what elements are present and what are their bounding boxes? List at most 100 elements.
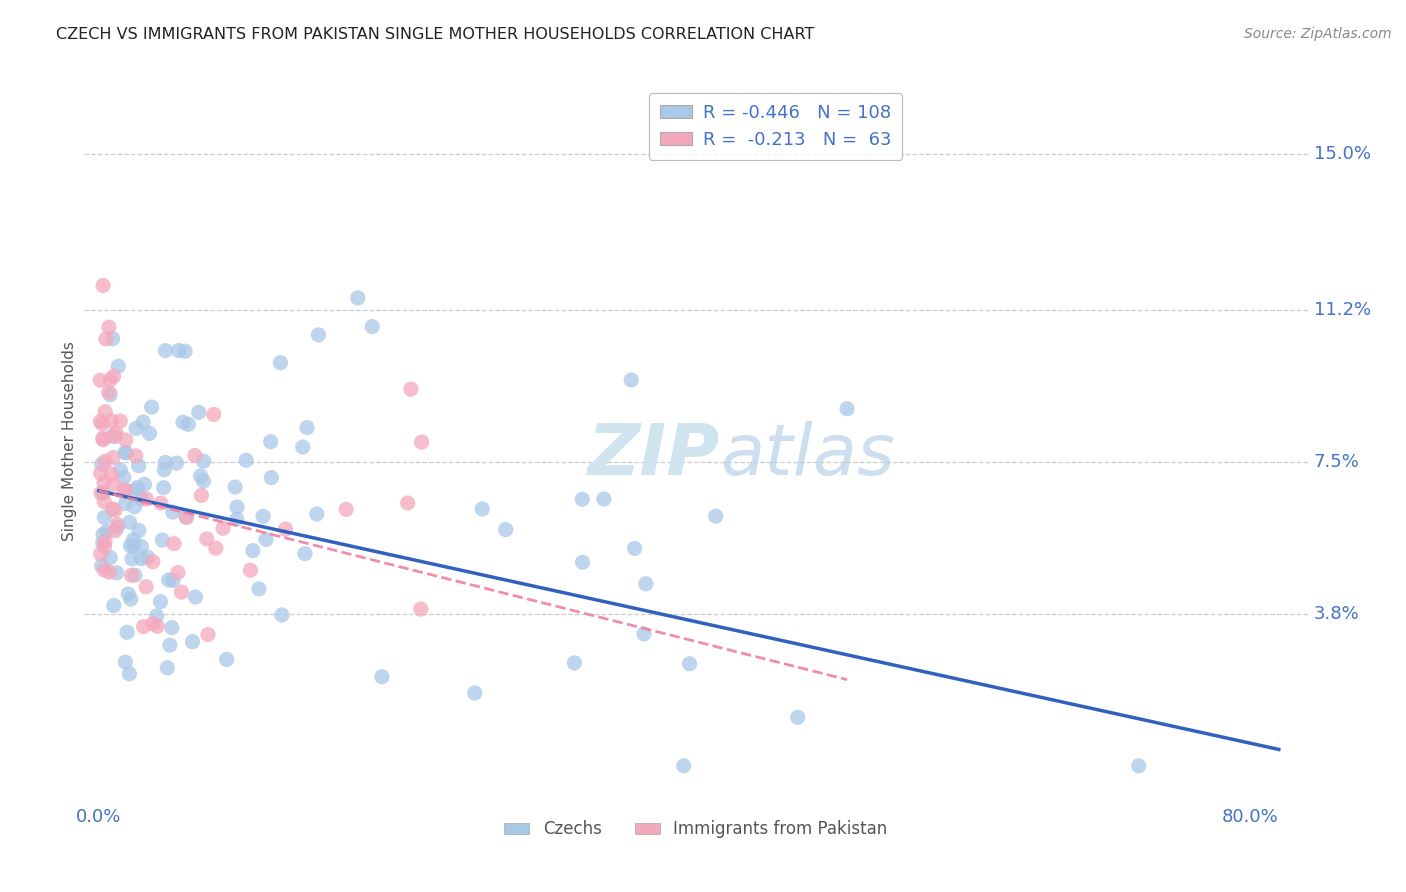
Point — [399, 382, 422, 396]
Point — [136, 550, 159, 565]
Point — [464, 686, 486, 700]
Point — [620, 373, 643, 387]
Point — [235, 453, 257, 467]
Point — [114, 445, 136, 459]
Point — [101, 332, 124, 346]
Point — [89, 414, 111, 428]
Point — [124, 568, 146, 582]
Point — [90, 458, 112, 472]
Point — [162, 505, 184, 519]
Point — [166, 456, 188, 470]
Point — [157, 573, 180, 587]
Point — [184, 590, 207, 604]
Point — [190, 469, 212, 483]
Point — [202, 408, 225, 422]
Point — [269, 356, 291, 370]
Point — [90, 467, 112, 481]
Point — [704, 509, 727, 524]
Point — [153, 463, 176, 477]
Point — [135, 580, 157, 594]
Point — [295, 420, 318, 434]
Point — [120, 592, 142, 607]
Point — [254, 533, 277, 547]
Text: 3.8%: 3.8% — [1313, 605, 1360, 623]
Point — [101, 450, 124, 465]
Point — [184, 449, 207, 463]
Point — [156, 661, 179, 675]
Point — [121, 552, 143, 566]
Point — [114, 483, 136, 498]
Point — [124, 500, 146, 514]
Point — [97, 320, 120, 334]
Point — [195, 532, 218, 546]
Point — [115, 446, 138, 460]
Point — [114, 497, 136, 511]
Point — [409, 602, 432, 616]
Point — [91, 431, 114, 445]
Text: 11.2%: 11.2% — [1313, 301, 1371, 319]
Point — [101, 429, 124, 443]
Point — [291, 440, 314, 454]
Point — [170, 585, 193, 599]
Point — [105, 566, 128, 580]
Point — [260, 434, 283, 449]
Point — [104, 503, 127, 517]
Point — [242, 543, 264, 558]
Point — [593, 491, 616, 506]
Point — [121, 568, 143, 582]
Point — [274, 522, 297, 536]
Point — [167, 343, 190, 358]
Point — [110, 414, 132, 428]
Point — [89, 373, 111, 387]
Point — [371, 670, 394, 684]
Point — [100, 467, 122, 481]
Point — [193, 474, 215, 488]
Point — [305, 507, 328, 521]
Point — [94, 534, 117, 549]
Point — [110, 463, 132, 477]
Point — [835, 401, 858, 416]
Point — [91, 486, 114, 500]
Point — [678, 657, 700, 671]
Point — [132, 619, 155, 633]
Point — [471, 502, 494, 516]
Point — [94, 454, 117, 468]
Point — [174, 509, 197, 524]
Point — [101, 477, 124, 491]
Point — [94, 405, 117, 419]
Point — [125, 421, 148, 435]
Point — [98, 373, 121, 387]
Text: 15.0%: 15.0% — [1313, 145, 1371, 163]
Point — [107, 359, 129, 374]
Point — [260, 470, 283, 484]
Point — [181, 634, 204, 648]
Point — [91, 417, 114, 431]
Point — [98, 387, 121, 401]
Point — [162, 574, 184, 588]
Point — [105, 520, 128, 534]
Point — [101, 501, 124, 516]
Point — [117, 587, 139, 601]
Point — [91, 278, 114, 293]
Point — [122, 533, 145, 547]
Point — [346, 291, 368, 305]
Point — [205, 541, 228, 556]
Point — [97, 385, 120, 400]
Point — [120, 539, 142, 553]
Point — [103, 599, 125, 613]
Point — [155, 455, 177, 469]
Point — [93, 494, 115, 508]
Text: ZIP: ZIP — [588, 422, 720, 491]
Point — [142, 616, 165, 631]
Point — [91, 527, 114, 541]
Point — [90, 547, 112, 561]
Point — [118, 666, 141, 681]
Point — [132, 415, 155, 429]
Point — [225, 512, 247, 526]
Point — [152, 481, 174, 495]
Point — [90, 486, 112, 500]
Point — [177, 417, 200, 432]
Text: CZECH VS IMMIGRANTS FROM PAKISTAN SINGLE MOTHER HOUSEHOLDS CORRELATION CHART: CZECH VS IMMIGRANTS FROM PAKISTAN SINGLE… — [56, 27, 814, 42]
Point — [98, 550, 121, 565]
Point — [247, 582, 270, 596]
